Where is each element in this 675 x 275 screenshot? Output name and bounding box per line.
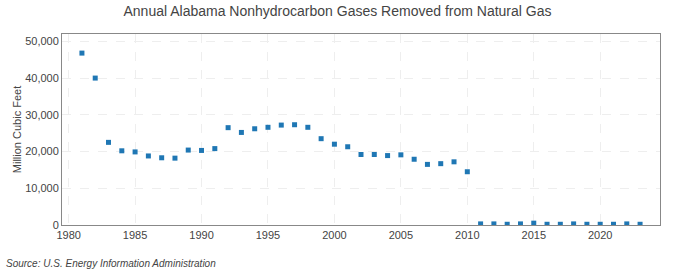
svg-text:1990: 1990 — [189, 229, 213, 241]
svg-text:1980: 1980 — [56, 229, 80, 241]
svg-text:50,000: 50,000 — [25, 35, 59, 47]
svg-text:1995: 1995 — [256, 229, 280, 241]
svg-text:2000: 2000 — [322, 229, 346, 241]
svg-text:2010: 2010 — [455, 229, 479, 241]
svg-text:0: 0 — [53, 219, 59, 231]
svg-text:2015: 2015 — [522, 229, 546, 241]
svg-text:2020: 2020 — [588, 229, 612, 241]
svg-text:2005: 2005 — [389, 229, 413, 241]
svg-text:30,000: 30,000 — [25, 109, 59, 121]
svg-text:Annual Alabama Nonhydrocarbon: Annual Alabama Nonhydrocarbon Gases Remo… — [124, 3, 552, 19]
svg-text:1985: 1985 — [123, 229, 147, 241]
svg-text:10,000: 10,000 — [25, 182, 59, 194]
svg-text:Source: U.S. Energy Informatio: Source: U.S. Energy Information Administ… — [6, 258, 216, 269]
svg-text:Million Cubic Feet: Million Cubic Feet — [11, 86, 23, 173]
svg-text:20,000: 20,000 — [25, 145, 59, 157]
svg-text:40,000: 40,000 — [25, 72, 59, 84]
